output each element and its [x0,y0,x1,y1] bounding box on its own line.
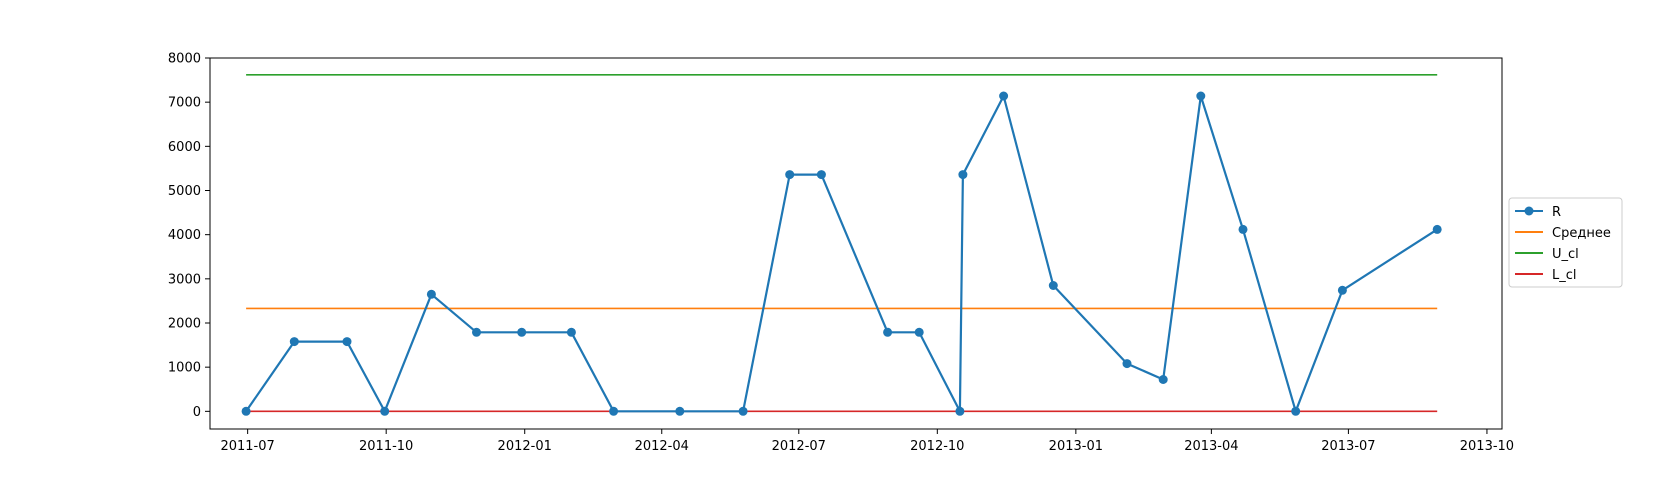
x-tick-label: 2012-01 [498,439,552,454]
y-tick-label: 0 [193,405,201,420]
data-point [426,289,436,299]
plot-frame [209,57,1503,430]
data-point [785,170,795,180]
y-tick-label: 6000 [168,140,201,155]
data-point [955,406,965,416]
legend-box [1508,197,1623,288]
y-tick-label: 2000 [168,317,201,332]
y-tick-label: 8000 [168,52,201,67]
x-tick-label: 2012-10 [910,439,964,454]
data-point [999,91,1009,101]
y-tick-label: 5000 [168,184,201,199]
y-tick-label: 7000 [168,96,201,111]
data-point [883,327,893,337]
data-point [958,170,968,180]
data-point [566,327,576,337]
data-point [1158,375,1168,384]
data-point [517,327,527,337]
x-tick-label: 2013-10 [1460,439,1514,454]
x-tick-label: 2011-10 [359,439,413,454]
data-point [1337,285,1347,295]
data-point [1432,224,1442,234]
y-axis: 0 1000 2000 3000 4000 5000 6000 7000 8000 [168,52,210,420]
x-axis: 2011-07 2011-10 2012-01 2012-04 2012-07 2012-… [220,429,1514,454]
legend-marker [1524,206,1534,216]
x-tick-label: 2012-07 [772,439,826,454]
legend-label-1: Среднее [1552,226,1611,241]
data-point [1238,224,1248,234]
x-tick-label: 2013-04 [1184,439,1238,454]
data-point [1291,406,1301,416]
data-point [380,406,390,416]
legend: R Среднее U_cl L_cl [1508,197,1623,288]
x-tick-label: 2013-07 [1321,439,1375,454]
y-tick-label: 4000 [168,228,201,243]
data-point [738,406,748,416]
x-tick-label: 2013-01 [1049,439,1103,454]
data-point [1048,281,1058,290]
data-point [241,406,251,416]
data-point [1196,91,1206,101]
y-tick-label: 3000 [168,272,201,287]
x-tick-label: 2011-07 [220,439,274,454]
data-point [289,337,299,347]
legend-label-3: L_cl [1552,268,1577,283]
y-tick-label: 1000 [168,361,201,376]
data-point [914,327,924,337]
legend-label-2: U_cl [1552,247,1579,262]
data-point [342,337,352,347]
legend-label-0: R [1552,205,1561,220]
data-point [675,406,685,416]
data-point [816,170,826,180]
data-point [609,406,619,416]
data-point [1122,359,1132,369]
plot-area [241,74,1442,416]
data-point [472,327,481,337]
x-tick-label: 2012-04 [635,439,689,454]
series-line-0 [245,94,1438,413]
